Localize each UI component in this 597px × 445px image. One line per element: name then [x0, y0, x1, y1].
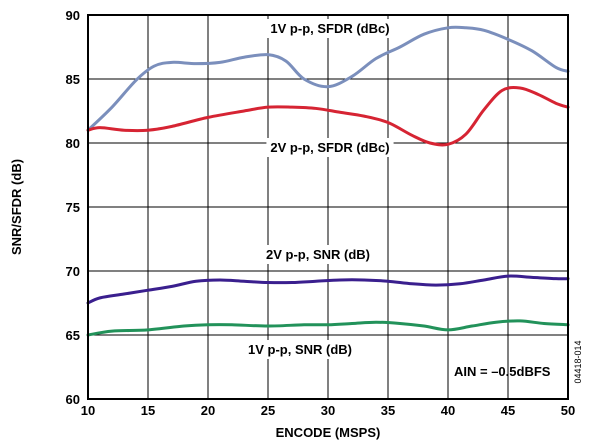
x-tick-label: 50	[561, 403, 575, 418]
series-label-background	[266, 138, 394, 157]
series-label-1v-sfdr: 1V p-p, SFDR (dBc)	[270, 21, 389, 36]
x-tick-label: 15	[141, 403, 155, 418]
y-tick-label: 90	[66, 8, 80, 23]
y-tick-label: 80	[66, 136, 80, 151]
series-label-2v-sfdr: 2V p-p, SFDR (dBc)	[270, 140, 389, 155]
y-tick-label: 70	[66, 264, 80, 279]
series-line-1v-snr	[86, 319, 570, 337]
series-label-background	[262, 245, 374, 264]
y-tick-label: 75	[66, 200, 80, 215]
tick-label-layer: 10 15 20 25 30 35 40 45 50 60 65 70 75 80 85 90	[66, 8, 576, 418]
x-tick-label: 25	[261, 403, 275, 418]
x-axis-title: ENCODE (MSPS)	[276, 425, 381, 440]
series-label-background	[266, 19, 394, 38]
x-tick-label: 30	[321, 403, 335, 418]
series-line-2v-sfdr	[86, 86, 570, 147]
plot-frame	[87, 14, 569, 400]
y-tick-label: 60	[66, 392, 80, 407]
series-line-1v-sfdr	[86, 25, 570, 132]
y-axis-title: SNR/SFDR (dB)	[9, 159, 24, 255]
series-label-1v-snr: 1V p-p, SNR (dB)	[248, 342, 352, 357]
x-tick-label: 35	[381, 403, 395, 418]
series-label-background	[244, 340, 356, 359]
x-tick-label: 45	[501, 403, 515, 418]
series-layer	[86, 25, 570, 337]
figure-id: 04418-014	[573, 340, 583, 383]
x-tick-label: 10	[81, 403, 95, 418]
series-label-2v-snr: 2V p-p, SNR (dB)	[266, 247, 370, 262]
annotation-text: AIN = –0.5dBFS	[454, 364, 551, 379]
series-line-2v-snr	[86, 274, 570, 305]
y-tick-label: 85	[66, 72, 80, 87]
x-tick-label: 20	[201, 403, 215, 418]
x-tick-label: 40	[441, 403, 455, 418]
annotation-layer: AIN = –0.5dBFS	[454, 364, 551, 379]
series-label-layer: 1V p-p, SFDR (dBc) 2V p-p, SFDR (dBc) 2V p…	[244, 19, 394, 359]
y-tick-label: 65	[66, 328, 80, 343]
